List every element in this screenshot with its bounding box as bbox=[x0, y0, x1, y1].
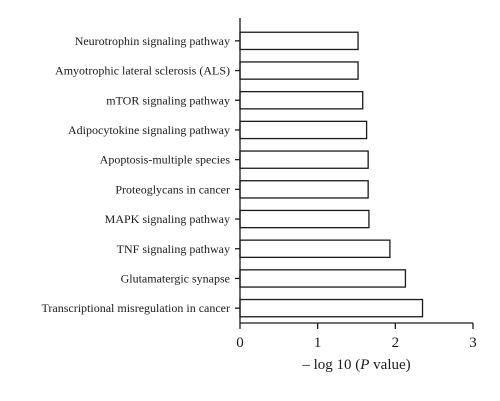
category-label: Apoptosis-multiple species bbox=[100, 153, 231, 167]
category-label: Glutamatergic synapse bbox=[121, 271, 230, 285]
bar bbox=[239, 269, 407, 288]
bar bbox=[239, 31, 359, 51]
bars-group bbox=[239, 31, 424, 318]
x-axis-title-suffix: value) bbox=[369, 357, 410, 373]
x-tick-label: 1 bbox=[314, 335, 322, 351]
bar bbox=[239, 298, 424, 318]
x-axis-title-prefix: – log 10 ( bbox=[301, 357, 360, 373]
x-axis-title: – log 10 (P value) bbox=[301, 357, 410, 373]
category-label: TNF signaling pathway bbox=[117, 242, 230, 256]
category-labels-group: Neurotrophin signaling pathway Amyotrophi… bbox=[41, 34, 240, 315]
category-label: Proteoglycans in cancer bbox=[115, 182, 230, 196]
category-label: Transcriptional misregulation in cancer bbox=[41, 301, 230, 315]
bar bbox=[239, 180, 369, 199]
bar bbox=[239, 150, 369, 169]
category-label: Neurotrophin signaling pathway bbox=[75, 34, 230, 48]
bar bbox=[239, 90, 364, 110]
category-label: MAPK signaling pathway bbox=[105, 212, 230, 226]
bar bbox=[239, 120, 368, 140]
x-tick-label: 3 bbox=[469, 335, 477, 351]
bar bbox=[239, 209, 370, 229]
x-axis-title-italic: P bbox=[359, 357, 369, 373]
x-tick-label: 2 bbox=[392, 335, 400, 351]
x-tick-label: 0 bbox=[236, 335, 244, 351]
bar bbox=[239, 61, 359, 80]
category-label: mTOR signaling pathway bbox=[106, 93, 230, 107]
x-ticks-group: 0 1 2 3 bbox=[236, 323, 477, 351]
category-label: Amyotrophic lateral sclerosis (ALS) bbox=[55, 64, 230, 78]
category-label: Adipocytokine signaling pathway bbox=[68, 123, 230, 137]
bar bbox=[239, 239, 391, 259]
